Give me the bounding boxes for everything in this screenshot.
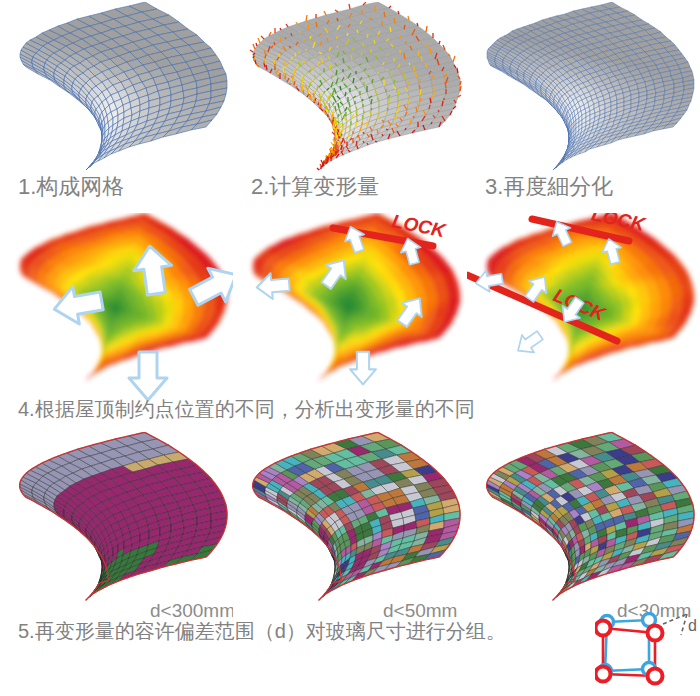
svg-text:d: d xyxy=(688,617,697,634)
